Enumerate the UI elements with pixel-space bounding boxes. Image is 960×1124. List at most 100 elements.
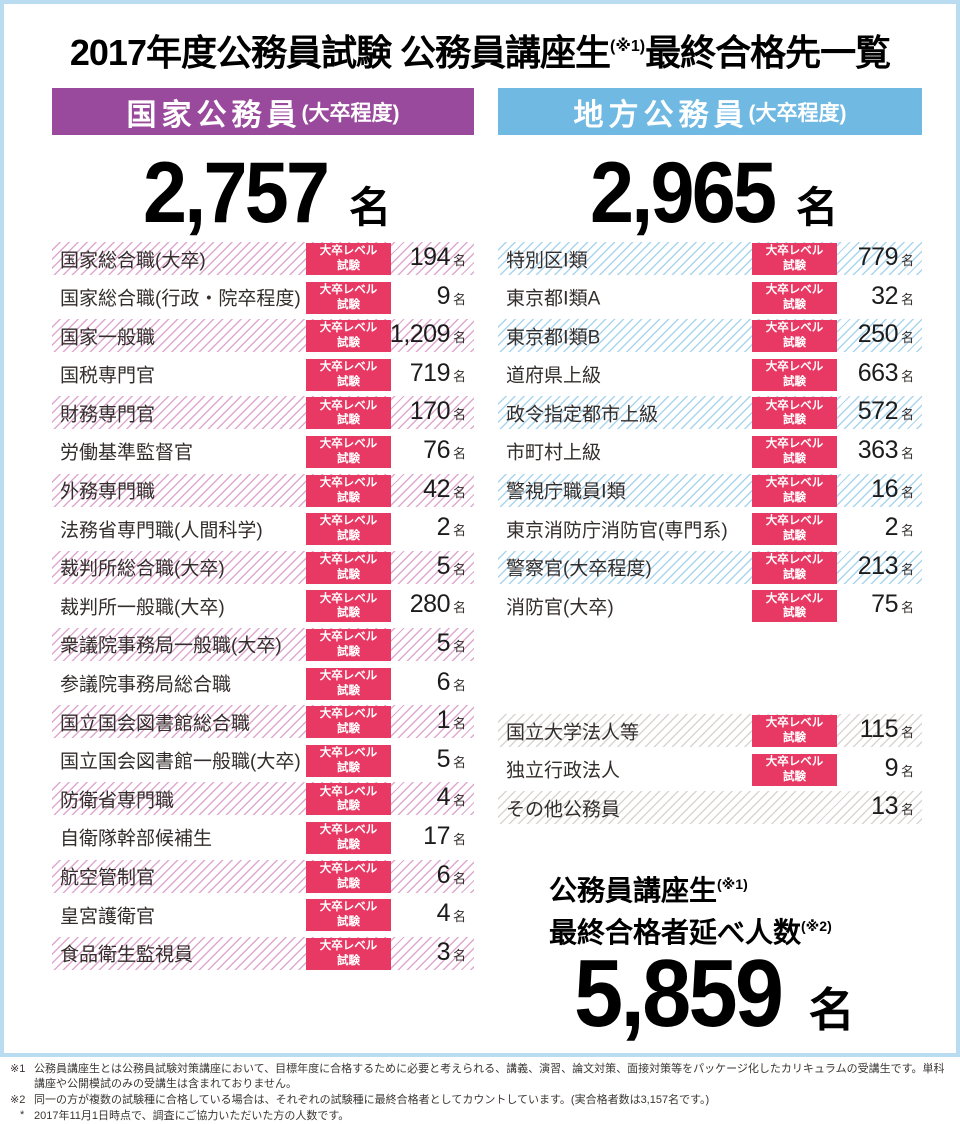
national-header-sublabel: (大卒程度) (301, 101, 400, 125)
pass-count-unit: 名 (900, 484, 914, 500)
badge-line2: 試験 (337, 800, 360, 813)
badge-line2: 試験 (337, 761, 360, 774)
exam-level-badge: 大卒レベル 試験 (752, 281, 837, 314)
pass-count: 9 (436, 281, 451, 310)
summary-footnote-ref-1: (※1) (717, 876, 748, 892)
local-total: 2,965 名 (498, 144, 922, 241)
footnote-item: ※2 同一の方が複数の試験種に合格している場合は、それぞれの試験種に最終合格者と… (8, 1093, 954, 1108)
badge-line2: 試験 (337, 568, 360, 581)
result-row: 国立国会図書館一般職(大卒) 大卒レベル 試験 5 名 (52, 743, 474, 777)
pass-count-unit: 名 (452, 330, 466, 346)
pass-count: 213 (857, 551, 899, 580)
other-results-list: 国立大学法人等 大卒レベル 試験 115 名 独立行政法人 大卒レベル 試験 9… (498, 714, 922, 830)
pass-count: 16 (871, 474, 898, 503)
badge-line1: 大卒レベル (319, 361, 378, 374)
badge-line2: 試験 (783, 298, 806, 311)
result-row: 衆議院事務局一般職(大卒) 大卒レベル 試験 5 名 (52, 627, 474, 661)
badge-line1: 大卒レベル (319, 862, 378, 875)
result-row: 道府県上級 大卒レベル 試験 663 名 (498, 357, 922, 391)
pass-count: 170 (409, 397, 451, 426)
badge-line1: 大卒レベル (319, 747, 378, 759)
badge-line1: 大卒レベル (319, 785, 378, 798)
exam-level-badge: 大卒レベル 試験 (306, 513, 391, 546)
result-row: 自衛隊幹部候補生 大卒レベル 試験 17 名 (52, 820, 474, 854)
exam-name: 道府県上級 (506, 365, 602, 387)
pass-count-unit: 名 (900, 253, 914, 268)
pass-count-group: 2 名 (885, 513, 914, 542)
exam-name: 市町村上級 (506, 442, 602, 464)
badge-line2: 試験 (337, 723, 360, 736)
badge-line2: 試験 (337, 260, 360, 272)
pass-count-unit: 名 (900, 291, 914, 307)
exam-level-badge: 大卒レベル 試験 (306, 628, 391, 661)
summary-total-number: 5,859 (574, 940, 784, 1047)
exam-level-badge: 大卒レベル 試験 (306, 474, 391, 507)
badge-line1: 大卒レベル (319, 901, 378, 914)
pass-count: 1 (436, 706, 451, 735)
pass-count-group: 76 名 (423, 436, 466, 465)
pass-count-unit: 名 (452, 754, 466, 770)
badge-line1: 大卒レベル (319, 476, 378, 489)
footnote-marker: ※1 (10, 1063, 26, 1075)
badge-line2: 試験 (783, 568, 806, 581)
exam-name: 裁判所一般職(大卒) (60, 597, 225, 619)
exam-name: 国立大学法人等 (506, 722, 640, 743)
result-row: 東京消防庁消防官(専門系) 大卒レベル 試験 2 名 (498, 512, 922, 546)
result-row: その他公務員 13 名 (498, 791, 922, 825)
exam-level-badge: 大卒レベル 試験 (306, 358, 391, 391)
summary-total-unit: 名 (808, 984, 855, 1036)
national-results-list: 国家総合職(大卒) 大卒レベル 試験 194 名 国家総合職(行政・院卒程度) … (52, 242, 474, 975)
page-title-footnote-ref: (※1) (609, 38, 646, 55)
summary-title: 公務員講座生(※1) 最終合格者延べ人数(※2) (549, 872, 832, 956)
badge-line2: 試験 (337, 684, 360, 697)
footnote-text: 2017年11月1日時点で、調査にご協力いただいた方の人数です。 (34, 1109, 350, 1122)
exam-name: 東京消防庁消防官(専門系) (506, 520, 728, 542)
pass-count: 779 (857, 243, 899, 271)
exam-name: 衆議院事務局一般職(大卒) (60, 635, 282, 657)
badge-line2: 試験 (783, 375, 806, 388)
result-row: 特別区Ⅰ類 大卒レベル 試験 779 名 (498, 242, 922, 275)
badge-line2: 試験 (337, 452, 360, 465)
pass-count: 6 (436, 860, 451, 889)
exam-level-badge: 大卒レベル 試験 (752, 513, 837, 546)
badge-line1: 大卒レベル (765, 476, 824, 489)
badge-line1: 大卒レベル (765, 554, 824, 567)
summary-line1: 公務員講座生(※1) (549, 875, 748, 906)
pass-count-unit: 名 (452, 638, 466, 654)
summary-total: 5,859 名 (498, 939, 922, 1047)
pass-count: 76 (423, 435, 450, 464)
pass-count: 42 (423, 474, 450, 503)
result-row: 独立行政法人 大卒レベル 試験 9 名 (498, 752, 922, 786)
exam-name: 独立行政法人 (506, 760, 621, 782)
pass-count-group: 9 名 (437, 282, 466, 311)
pass-count-group: 5 名 (437, 745, 466, 774)
badge-line2: 試験 (337, 607, 360, 620)
pass-count-unit: 名 (452, 716, 466, 732)
exam-level-badge: 大卒レベル 試験 (306, 243, 391, 275)
pass-count: 572 (857, 397, 899, 426)
badge-line1: 大卒レベル (765, 399, 824, 412)
result-row: 国税専門官 大卒レベル 試験 719 名 (52, 357, 474, 391)
result-row: 警視庁職員Ⅰ類 大卒レベル 試験 16 名 (498, 473, 922, 507)
exam-name: 法務省専門職(人間科学) (60, 520, 263, 542)
exam-level-badge: 大卒レベル 試験 (306, 435, 391, 468)
result-row: 市町村上級 大卒レベル 試験 363 名 (498, 434, 922, 468)
pass-count-group: 663 名 (858, 359, 914, 388)
badge-line2: 試験 (337, 298, 360, 311)
result-row: 東京都Ⅰ類A 大卒レベル 試験 32 名 (498, 280, 922, 314)
exam-name: 消防官(大卒) (506, 597, 614, 619)
badge-line2: 試験 (337, 530, 360, 543)
exam-level-badge: 大卒レベル 試験 (306, 320, 391, 353)
footnote-marker: * (20, 1108, 25, 1121)
page-title: 2017年度公務員試験 公務員講座生(※1)最終合格先一覧 (4, 24, 956, 76)
badge-line2: 試験 (783, 452, 806, 465)
summary-line2: 最終合格者延べ人数(※2) (549, 917, 832, 948)
pass-count-group: 363 名 (858, 436, 914, 465)
badge-line2: 試験 (337, 916, 360, 929)
exam-name: 東京都Ⅰ類A (506, 288, 601, 310)
result-row: 防衛省専門職 大卒レベル 試験 4 名 (52, 782, 474, 816)
pass-count: 250 (857, 320, 899, 349)
local-header-sublabel: (大卒程度) (748, 101, 847, 125)
exam-name: 外務専門職 (60, 481, 156, 503)
badge-line1: 大卒レベル (765, 438, 824, 451)
